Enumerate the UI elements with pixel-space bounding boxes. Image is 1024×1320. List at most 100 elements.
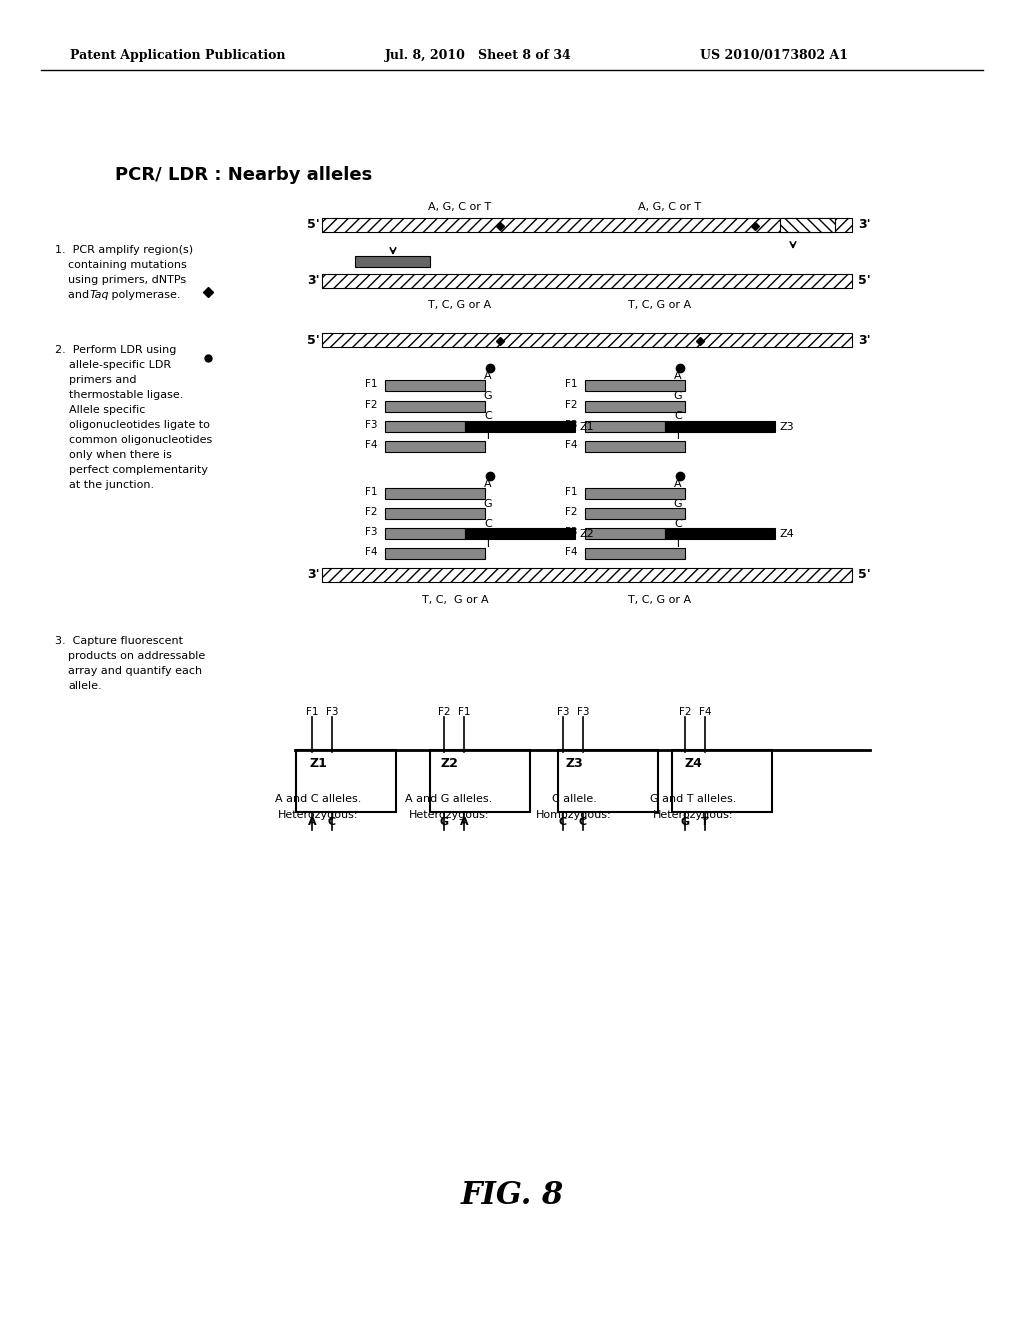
Text: T, C,  G or A: T, C, G or A <box>422 595 488 605</box>
Text: F2: F2 <box>565 400 578 411</box>
Text: at the junction.: at the junction. <box>55 480 155 490</box>
Text: T: T <box>675 539 681 549</box>
Text: Allele specific: Allele specific <box>55 405 145 414</box>
Text: only when there is: only when there is <box>55 450 172 459</box>
Bar <box>465 528 575 539</box>
Text: A: A <box>484 479 492 488</box>
Text: Z4: Z4 <box>780 529 795 539</box>
Text: F2: F2 <box>437 708 451 717</box>
Bar <box>665 421 775 432</box>
Text: F1: F1 <box>565 379 578 389</box>
Text: G: G <box>483 499 493 510</box>
Text: F4: F4 <box>698 708 712 717</box>
Text: Z4: Z4 <box>684 756 701 770</box>
Text: 2.  Perform LDR using: 2. Perform LDR using <box>55 345 176 355</box>
Text: G: G <box>483 391 493 401</box>
Text: Heterozygous:: Heterozygous: <box>409 810 489 820</box>
Text: F1: F1 <box>458 708 470 717</box>
Text: Taq: Taq <box>90 290 110 300</box>
Text: 5': 5' <box>307 219 319 231</box>
Bar <box>322 568 852 582</box>
Bar <box>585 548 685 558</box>
Text: G: G <box>674 391 682 401</box>
Text: oligonucleotides ligate to: oligonucleotides ligate to <box>55 420 210 430</box>
Text: C: C <box>674 519 682 529</box>
Text: A: A <box>307 817 316 828</box>
Text: C: C <box>484 411 492 421</box>
Text: G: G <box>680 817 689 828</box>
Text: A: A <box>674 479 682 488</box>
Bar <box>585 488 685 499</box>
Text: C: C <box>484 519 492 529</box>
Bar <box>322 333 852 347</box>
Text: Heterozygous:: Heterozygous: <box>278 810 358 820</box>
Text: 3': 3' <box>307 569 319 582</box>
Text: A, G, C or T: A, G, C or T <box>638 202 701 213</box>
Text: C: C <box>674 411 682 421</box>
Text: Jul. 8, 2010   Sheet 8 of 34: Jul. 8, 2010 Sheet 8 of 34 <box>385 49 571 62</box>
Text: C: C <box>559 817 567 828</box>
Text: F2: F2 <box>365 507 378 517</box>
Text: F4: F4 <box>365 546 378 557</box>
Bar <box>355 256 430 267</box>
Text: array and quantify each: array and quantify each <box>68 667 202 676</box>
Text: 5': 5' <box>858 273 870 286</box>
Bar <box>385 380 485 391</box>
Text: G: G <box>674 499 682 510</box>
Text: Z2: Z2 <box>440 756 458 770</box>
Bar <box>385 528 465 539</box>
Bar <box>672 750 772 812</box>
Text: C: C <box>579 817 587 828</box>
Text: A and G alleles.: A and G alleles. <box>406 795 493 804</box>
Text: T: T <box>484 432 492 441</box>
Text: G and T alleles.: G and T alleles. <box>650 795 736 804</box>
Text: Z3: Z3 <box>565 756 583 770</box>
Text: common oligonucleotides: common oligonucleotides <box>55 436 212 445</box>
Text: Patent Application Publication: Patent Application Publication <box>70 49 286 62</box>
Text: C: C <box>328 817 336 828</box>
Text: allele-specific LDR: allele-specific LDR <box>55 360 171 370</box>
Text: Z1: Z1 <box>580 422 595 432</box>
Text: F3: F3 <box>577 708 589 717</box>
Text: Heterozygous:: Heterozygous: <box>652 810 733 820</box>
Text: F3: F3 <box>565 420 578 430</box>
Bar <box>322 218 852 232</box>
Text: F3: F3 <box>557 708 569 717</box>
Text: products on addressable: products on addressable <box>68 651 205 661</box>
Text: F2: F2 <box>679 708 691 717</box>
Bar <box>385 421 465 432</box>
Text: A and C alleles.: A and C alleles. <box>274 795 361 804</box>
Text: F3: F3 <box>365 527 378 537</box>
Text: T, C, G or A: T, C, G or A <box>629 300 691 310</box>
Text: 5': 5' <box>858 569 870 582</box>
Text: T, C, G or A: T, C, G or A <box>629 595 691 605</box>
Bar <box>585 508 685 519</box>
Bar <box>585 401 685 412</box>
Text: containing mutations: containing mutations <box>68 260 186 271</box>
Text: US 2010/0173802 A1: US 2010/0173802 A1 <box>700 49 848 62</box>
Text: 3': 3' <box>858 219 870 231</box>
Text: F3: F3 <box>565 527 578 537</box>
Bar <box>780 218 835 232</box>
Text: C allele.: C allele. <box>552 795 596 804</box>
Text: thermostable ligase.: thermostable ligase. <box>55 389 183 400</box>
Bar <box>585 441 685 451</box>
Text: allele.: allele. <box>68 681 101 690</box>
Text: F1: F1 <box>365 379 378 389</box>
Bar <box>585 528 665 539</box>
Text: perfect complementarity: perfect complementarity <box>55 465 208 475</box>
Bar <box>385 488 485 499</box>
Bar <box>430 750 530 812</box>
Text: A: A <box>674 371 682 381</box>
Bar <box>585 380 685 391</box>
Text: F3: F3 <box>365 420 378 430</box>
Text: A, G, C or T: A, G, C or T <box>428 202 492 213</box>
Text: F1: F1 <box>565 487 578 498</box>
Bar <box>296 750 396 812</box>
Text: and: and <box>68 290 92 300</box>
Bar <box>465 421 575 432</box>
Text: 3': 3' <box>307 273 319 286</box>
Text: Homozygous:: Homozygous: <box>537 810 611 820</box>
Bar <box>385 441 485 451</box>
Text: F4: F4 <box>365 440 378 450</box>
